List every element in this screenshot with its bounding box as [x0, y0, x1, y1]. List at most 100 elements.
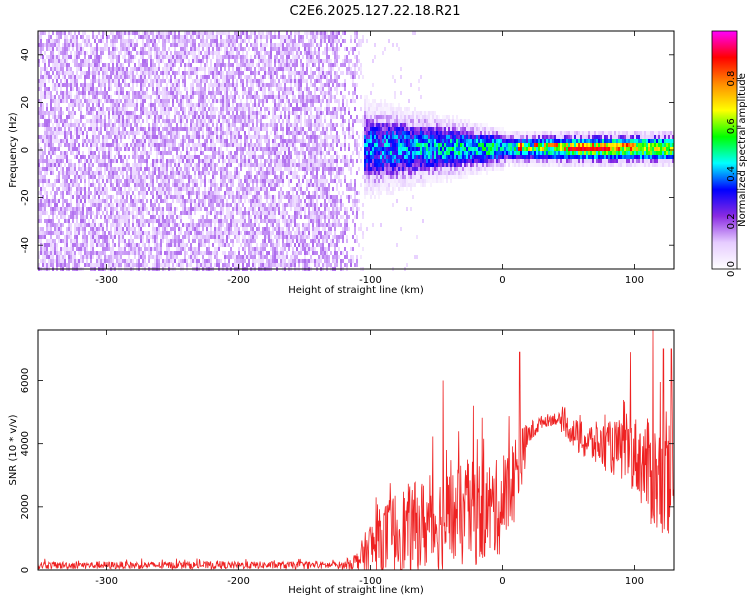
spectrogram-cell: [38, 179, 40, 183]
spectrogram-cell: [116, 79, 118, 83]
spectrogram-cell: [182, 159, 184, 163]
spectrogram-cell: [236, 191, 238, 195]
spectrogram-cell: [176, 35, 178, 39]
spectrogram-cell: [252, 235, 254, 239]
spectrogram-cell: [256, 119, 258, 123]
spectrogram-cell: [104, 259, 106, 263]
spectrogram-cell: [42, 247, 44, 251]
spectrogram-cell: [60, 31, 62, 35]
spectrogram-cell: [38, 155, 40, 159]
spectrogram-cell: [92, 231, 94, 235]
spectrogram-cell: [186, 207, 188, 211]
spectrogram-cell: [102, 147, 104, 151]
spectrogram-cell: [198, 119, 200, 123]
spectrogram-cell: [100, 47, 102, 51]
spectrogram-cell: [150, 255, 152, 259]
spectrogram-cell: [242, 55, 244, 59]
spectrogram-cell: [234, 131, 236, 135]
spectrogram-cell: [40, 95, 42, 99]
spectrogram-cell: [102, 75, 104, 79]
spectrogram-cell: [238, 47, 240, 51]
spectrogram-cell: [92, 123, 94, 127]
spectrogram-cell: [44, 247, 46, 251]
spectrogram-cell: [184, 167, 186, 171]
spectrogram-cell: [74, 119, 76, 123]
spectrogram-cell: [150, 179, 152, 183]
spectrogram-cell: [132, 127, 134, 131]
spectrogram-cell: [102, 107, 104, 111]
spectrogram-cell: [136, 95, 138, 99]
spectrogram-cell: [252, 259, 254, 263]
spectrogram-cell: [146, 239, 148, 243]
spectrogram-cell: [110, 183, 112, 187]
spectrogram-cell: [198, 187, 200, 191]
spectrogram-cell: [42, 103, 44, 107]
spectrogram-cell: [134, 103, 136, 107]
spectrogram-cell: [228, 243, 230, 247]
spectrogram-cell: [100, 187, 102, 191]
spectrogram-cell: [248, 131, 250, 135]
spectrogram-cell: [142, 231, 144, 235]
spectrogram-cell: [180, 123, 182, 127]
spectrogram-cell: [38, 123, 40, 127]
spectrogram-cell: [196, 87, 198, 91]
spectrogram-cell: [166, 127, 168, 131]
spectrogram-cell: [128, 35, 130, 39]
spectrogram-cell: [232, 135, 234, 139]
spectrogram-cell: [246, 115, 248, 119]
spectrogram-cell: [70, 83, 72, 87]
spectrogram-cell: [230, 135, 232, 139]
spectrogram-cell: [98, 103, 100, 107]
spectrogram-cell: [250, 43, 252, 47]
spectrogram-cell: [62, 167, 64, 171]
spectrogram-cell: [188, 195, 190, 199]
spectrogram-cell: [130, 43, 132, 47]
spectrogram-cell: [72, 135, 74, 139]
spectrogram-cell: [146, 39, 148, 43]
spectrogram-cell: [208, 55, 210, 59]
spectrogram-cell: [170, 59, 172, 63]
spectrogram-cell: [216, 191, 218, 195]
spectrogram-cell: [222, 143, 224, 147]
spectrogram-cell: [240, 47, 242, 51]
spectrogram-cell: [70, 243, 72, 247]
spectrogram-cell: [164, 179, 166, 183]
spectrogram-cell: [214, 51, 216, 55]
spectrogram-cell: [240, 223, 242, 227]
spectrogram-cell: [140, 75, 142, 79]
spectrogram-cell: [156, 111, 158, 115]
spectrogram-cell: [186, 263, 188, 267]
spectrogram-cell: [152, 143, 154, 147]
spectrogram-cell: [136, 119, 138, 123]
spectrogram-cell: [230, 55, 232, 59]
spectrogram-cell: [62, 139, 64, 143]
spectrogram-cell: [98, 47, 100, 51]
spectrogram-cell: [240, 63, 242, 67]
spectrogram-cell: [222, 31, 224, 35]
spectrogram-cell: [234, 227, 236, 231]
spectrogram-cell: [134, 203, 136, 207]
spectrogram-cell: [108, 147, 110, 151]
spectrogram-cell: [88, 223, 90, 227]
spectrogram-cell: [190, 195, 192, 199]
spectrogram-cell: [152, 83, 154, 87]
spectrogram-cell: [42, 207, 44, 211]
spectrogram-cell: [38, 227, 40, 231]
spectrogram-cell: [152, 191, 154, 195]
spectrogram-cell: [254, 199, 256, 203]
spectrogram-cell: [52, 199, 54, 203]
spectrogram-cell: [144, 159, 146, 163]
spectrogram-cell: [134, 243, 136, 247]
spectrogram-cell: [208, 75, 210, 79]
spectrogram-cell: [200, 203, 202, 207]
spectrogram-cell: [100, 215, 102, 219]
spectrogram-cell: [246, 243, 248, 247]
spectrogram-cell: [254, 99, 256, 103]
spectrogram-cell: [144, 191, 146, 195]
spectrogram-cell: [214, 155, 216, 159]
spectrogram-cell: [118, 231, 120, 235]
spectrogram-cell: [200, 39, 202, 43]
spectrogram-cell: [188, 223, 190, 227]
spectrogram-cell: [200, 231, 202, 235]
spectrogram-cell: [38, 211, 40, 215]
